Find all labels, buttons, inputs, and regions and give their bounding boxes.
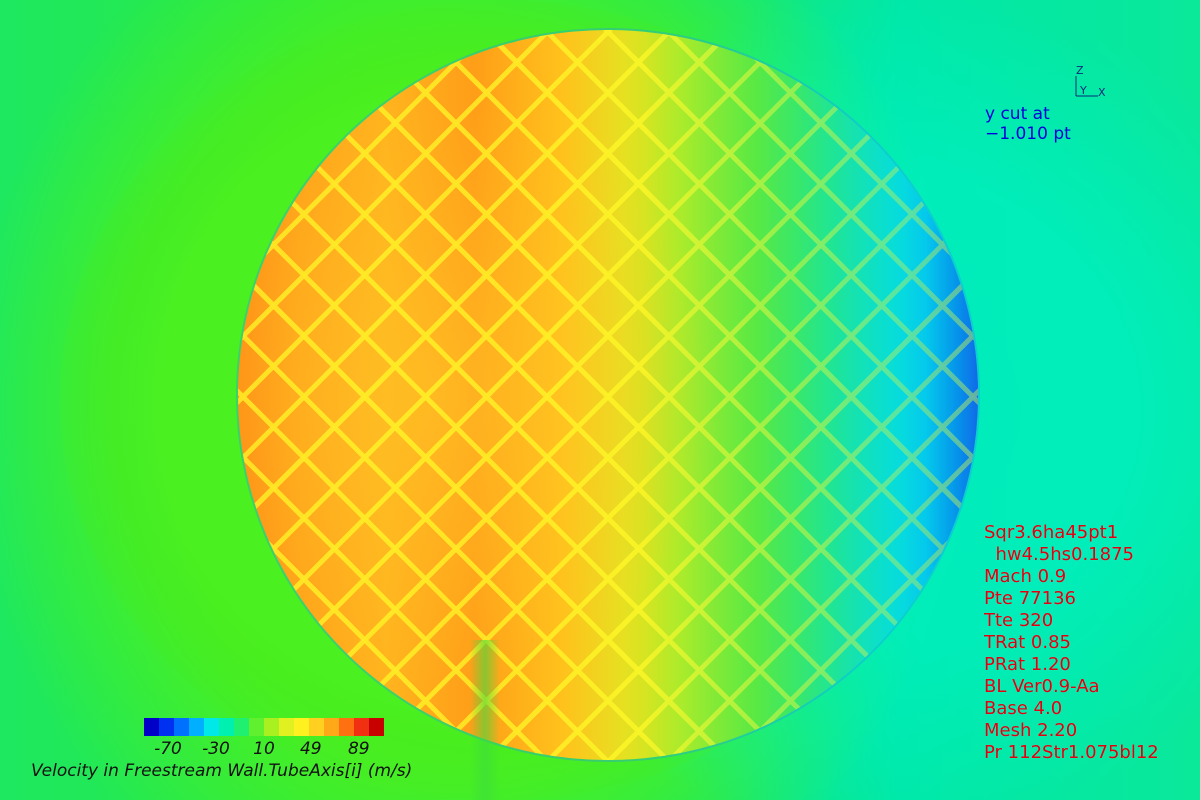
cold-side-shading	[238, 30, 978, 760]
colorbar-segment	[309, 718, 324, 736]
param-line: BL Ver0.9-Aa	[984, 676, 1159, 698]
param-line: Mach 0.9	[984, 566, 1159, 588]
colorbar-segment	[189, 718, 204, 736]
colorbar-segment	[219, 718, 234, 736]
cut-plane-info: y cut at −1.010 pt	[985, 104, 1071, 144]
colorbar-tick-label: -30	[202, 739, 230, 759]
axis-triad-icon	[1064, 64, 1114, 104]
case-parameters: Sqr3.6ha45pt1 hw4.5hs0.1875 Mach 0.9 Pte…	[984, 522, 1159, 764]
axis-triad: Z Y X	[1064, 64, 1114, 104]
param-line: Pr 112Str1.075bl12	[984, 742, 1159, 764]
colorbar-tick-label: 49	[300, 739, 322, 759]
colorbar-segment	[159, 718, 174, 736]
colorbar-tick-label: 89	[348, 739, 370, 759]
axis-y-label: Y	[1080, 84, 1087, 97]
param-line: Pte 77136	[984, 588, 1159, 610]
colorbar-segment	[204, 718, 219, 736]
colorbar-segment	[339, 718, 354, 736]
param-line: TRat 0.85	[984, 632, 1159, 654]
param-line: hw4.5hs0.1875	[984, 544, 1159, 566]
param-line: Base 4.0	[984, 698, 1159, 720]
param-line: Tte 320	[984, 610, 1159, 632]
colorbar-segment	[249, 718, 264, 736]
axis-x-label: X	[1098, 86, 1106, 99]
colorbar-segment	[369, 718, 384, 736]
colorbar-segment	[354, 718, 369, 736]
param-line: Mesh 2.20	[984, 720, 1159, 742]
colorbar-ticks: -70 -30 10 49 89	[130, 739, 430, 759]
colorbar-title: Velocity in Freestream Wall.TubeAxis[i] …	[31, 761, 412, 781]
colorbar-tick-label: 10	[253, 739, 275, 759]
colorbar-segment	[279, 718, 294, 736]
colorbar-segment	[144, 718, 159, 736]
colorbar-segment	[234, 718, 249, 736]
colorbar-tick-label: -70	[154, 739, 182, 759]
cut-value: −1.010 pt	[985, 124, 1071, 144]
colorbar	[144, 718, 384, 736]
axis-z-label: Z	[1076, 64, 1084, 77]
colorbar-segment	[264, 718, 279, 736]
colorbar-segment	[174, 718, 189, 736]
param-line: Sqr3.6ha45pt1	[984, 522, 1159, 544]
support-seam	[470, 640, 500, 800]
colorbar-segment	[324, 718, 339, 736]
cut-label: y cut at	[985, 104, 1071, 124]
param-line: PRat 1.20	[984, 654, 1159, 676]
colorbar-segment	[294, 718, 309, 736]
